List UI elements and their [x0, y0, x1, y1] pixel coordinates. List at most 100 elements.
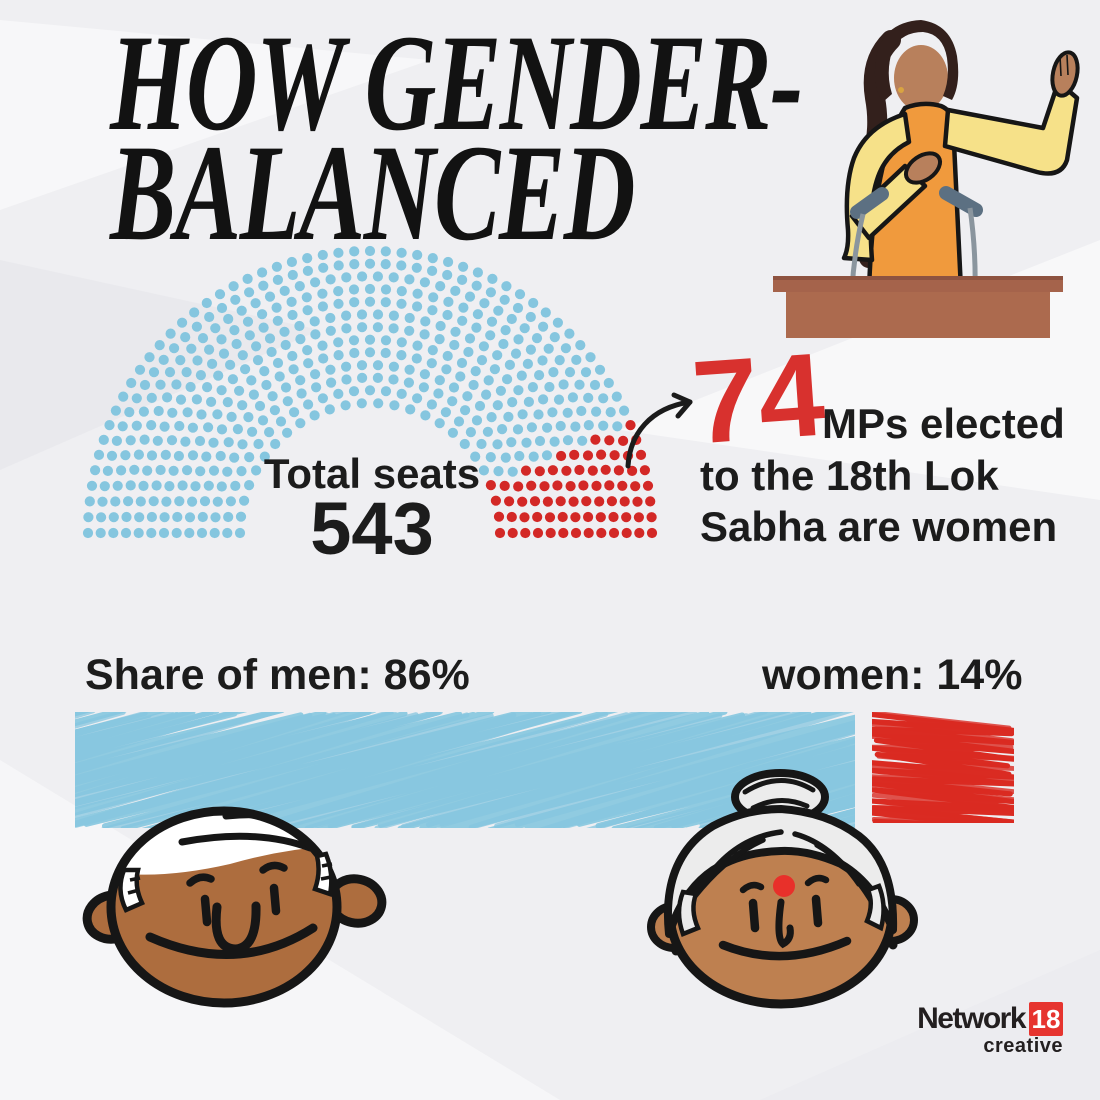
seat-dot-man	[562, 407, 573, 418]
seat-dot-man	[124, 407, 135, 418]
seat-dot-man	[583, 392, 594, 403]
seat-dot-man	[525, 311, 536, 323]
seat-dot-woman	[617, 480, 628, 491]
podium-top-edge	[773, 276, 1063, 280]
seat-dot-man	[619, 405, 630, 416]
seat-dot-man	[264, 427, 275, 438]
seat-dot-man	[302, 265, 313, 276]
seat-dot-woman	[627, 465, 638, 476]
logo-creative-text: creative	[983, 1035, 1063, 1057]
seat-dot-man	[396, 388, 407, 399]
speaker-earring	[898, 87, 904, 93]
seat-dot-man	[311, 382, 322, 393]
seat-dot-man	[450, 285, 461, 296]
seat-dot-man	[155, 464, 166, 476]
seat-dot-man	[449, 339, 460, 351]
microphone-icon	[939, 186, 983, 217]
seat-dot-man	[404, 364, 415, 375]
seat-dot-man	[102, 465, 113, 476]
seat-dot-man	[146, 420, 157, 431]
seat-dot-woman	[519, 512, 530, 523]
background-shape	[0, 20, 430, 210]
speaker-forearm	[849, 163, 928, 241]
seat-dot-man	[120, 450, 131, 461]
microphone-icon	[850, 187, 889, 219]
seat-dot-man	[465, 427, 476, 438]
woman-nose	[775, 898, 794, 949]
annotation-line2: to the 18th Lok	[700, 452, 999, 499]
seat-dot-man	[251, 465, 262, 476]
seat-dot-man	[450, 326, 461, 337]
speaker-raised-hand	[1050, 50, 1080, 98]
seat-dot-woman	[526, 480, 537, 491]
seat-dot-man	[434, 334, 445, 345]
seat-dot-man	[184, 527, 195, 539]
seat-dot-man	[222, 466, 233, 477]
seat-dot-woman	[591, 480, 602, 491]
seat-dot-man	[153, 405, 164, 417]
seat-dot-man	[318, 353, 329, 364]
seat-dot-man	[146, 392, 157, 403]
seat-dot-man	[533, 409, 544, 420]
seat-dot-man	[555, 420, 566, 432]
seat-dot-man	[419, 277, 430, 288]
seat-dot-man	[230, 294, 241, 305]
seat-dot-man	[512, 424, 524, 435]
seat-dot-man	[419, 329, 430, 340]
seat-dot-man	[185, 381, 196, 393]
seat-dot-man	[148, 496, 159, 507]
seat-dot-man	[547, 407, 558, 418]
man-sideburn-left-lines	[127, 876, 141, 895]
annotation-line3: Sabha are women	[700, 503, 1058, 550]
seat-dot-man	[197, 333, 209, 344]
seat-dot-man	[435, 281, 446, 292]
seat-dot-man	[468, 379, 479, 391]
seat-dot-man	[341, 374, 352, 385]
speaker-hair	[874, 20, 959, 102]
seat-dot-man	[538, 321, 549, 332]
seat-dot-man	[244, 452, 255, 463]
seat-dot-woman	[520, 465, 532, 476]
seat-dot-woman	[569, 449, 580, 460]
seat-dot-man	[513, 385, 524, 396]
seat-dot-man	[216, 302, 228, 314]
seat-dot-man	[232, 424, 243, 435]
total-seats-value: 543	[310, 487, 434, 570]
seat-dot-man	[526, 422, 537, 433]
seat-dot-man	[287, 350, 298, 362]
seat-dot-woman	[534, 466, 545, 477]
seat-dot-man	[492, 350, 503, 361]
seat-dot-woman	[574, 464, 585, 476]
seat-dot-man	[271, 302, 282, 313]
seat-dot-man	[212, 496, 223, 507]
seat-dot-man	[483, 375, 494, 386]
seat-dot-man	[396, 247, 407, 258]
man-smile	[145, 923, 318, 959]
seat-dot-man	[201, 297, 212, 309]
seat-dot-man	[349, 347, 360, 359]
seat-dot-man	[310, 369, 321, 380]
seat-dot-man	[237, 350, 248, 361]
seat-dot-man	[507, 466, 518, 477]
seat-dot-man	[470, 451, 481, 462]
seat-dot-man	[427, 305, 438, 316]
seat-dot-man	[138, 406, 149, 417]
seat-dot-man	[478, 465, 489, 476]
seat-dot-man	[549, 332, 560, 343]
seat-dot-man	[570, 421, 581, 432]
seat-dot-man	[553, 394, 565, 405]
seat-dot-man	[257, 309, 268, 320]
seat-dot-man	[133, 449, 144, 460]
seat-dot-woman	[544, 512, 556, 523]
woman-speaker-illustration	[773, 20, 1080, 338]
seat-dot-man	[139, 379, 151, 391]
seat-dot-man	[146, 511, 157, 523]
seat-dot-man	[464, 333, 476, 344]
seat-dot-man	[388, 323, 399, 334]
seat-dot-woman	[504, 496, 515, 507]
seat-dot-man	[499, 294, 510, 305]
seat-dot-man	[267, 391, 278, 402]
seat-dot-man	[244, 287, 255, 298]
seat-dot-man	[531, 333, 543, 344]
seat-dot-woman	[619, 496, 630, 507]
